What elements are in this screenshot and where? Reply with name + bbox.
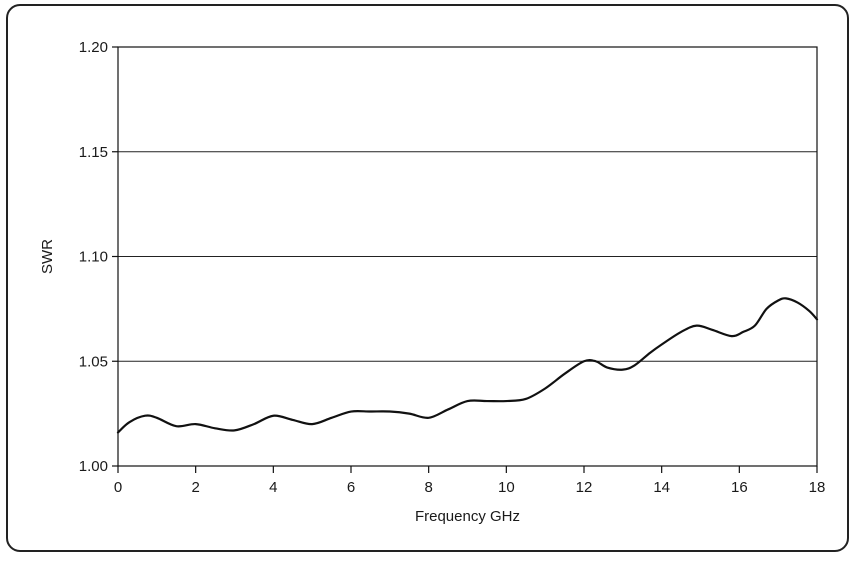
x-tick-label: 16 xyxy=(731,479,748,496)
x-tick-label: 18 xyxy=(809,479,826,496)
y-axis-ticks: 1.00 1.05 1.10 1.15 1.20 xyxy=(79,39,118,475)
chart-frame xyxy=(6,4,849,552)
x-axis-title: Frequency GHz xyxy=(415,508,520,525)
y-tick-label: 1.20 xyxy=(79,39,108,56)
swr-series-line xyxy=(116,297,819,434)
x-tick-label: 10 xyxy=(498,479,515,496)
y-tick-label: 1.15 xyxy=(79,144,108,161)
y-tick-label: 1.00 xyxy=(79,458,108,475)
x-tick-label: 8 xyxy=(424,479,432,496)
x-tick-label: 6 xyxy=(347,479,355,496)
x-tick-label: 2 xyxy=(191,479,199,496)
x-axis-ticks: 0 2 4 6 8 10 12 14 16 18 xyxy=(114,466,826,496)
x-tick-label: 4 xyxy=(269,479,277,496)
y-tick-label: 1.10 xyxy=(79,249,108,266)
x-tick-label: 12 xyxy=(576,479,593,496)
grid-lines xyxy=(118,151,817,362)
y-axis-title: SWR xyxy=(39,239,56,274)
x-tick-label: 0 xyxy=(114,479,122,496)
x-tick-label: 14 xyxy=(653,479,670,496)
y-tick-label: 1.05 xyxy=(79,353,108,370)
